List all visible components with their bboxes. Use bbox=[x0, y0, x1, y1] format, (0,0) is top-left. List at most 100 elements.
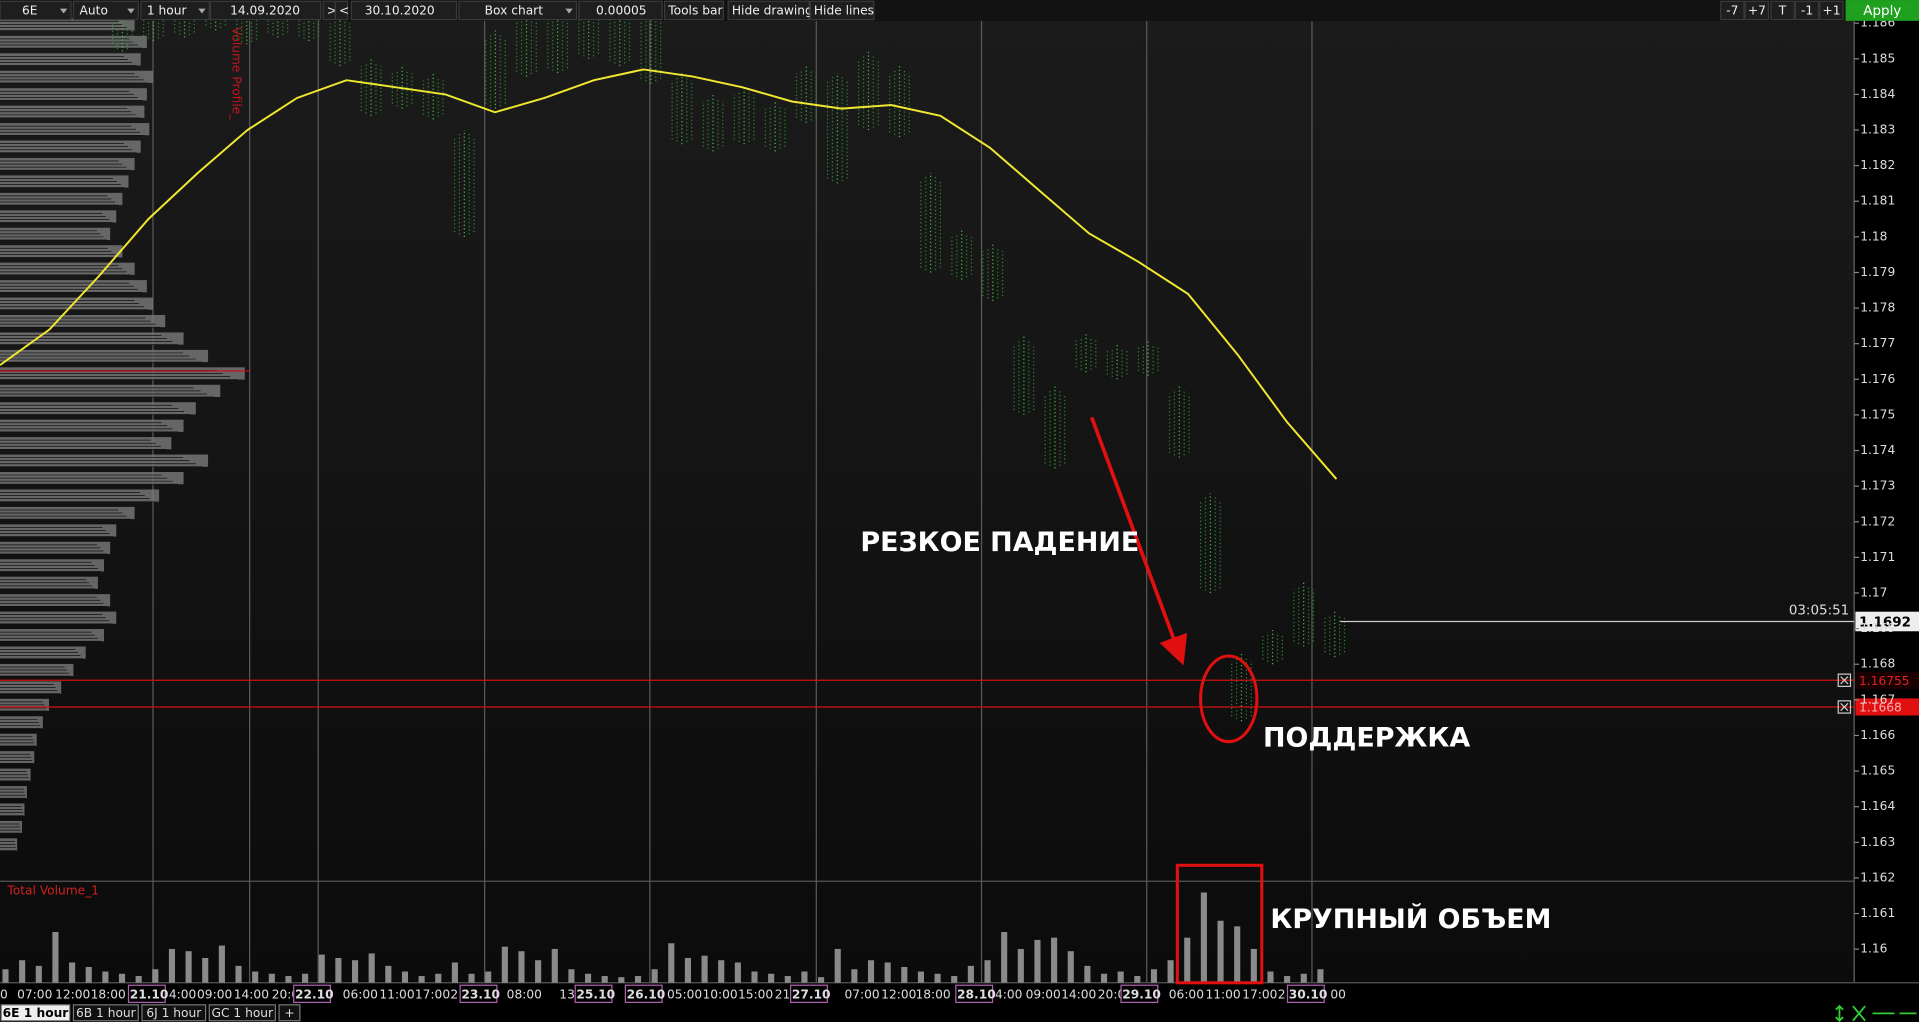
level-label: 1.16755 bbox=[1859, 674, 1910, 688]
volume-bar bbox=[35, 965, 42, 983]
y-tick-label: 1.173 bbox=[1860, 479, 1895, 493]
apply-button[interactable] bbox=[1845, 0, 1919, 21]
level-close[interactable] bbox=[1837, 700, 1852, 714]
time-label: 12:00 bbox=[881, 988, 916, 1002]
shift-button[interactable] bbox=[1794, 0, 1820, 21]
volume-bar bbox=[784, 976, 791, 983]
volume-bar bbox=[2, 969, 9, 983]
shift-button[interactable] bbox=[1819, 0, 1844, 21]
level-tag bbox=[1855, 698, 1919, 716]
time-label: 08:00 bbox=[507, 988, 542, 1002]
date-label: 25.10 bbox=[576, 988, 615, 1002]
level-close[interactable] bbox=[1837, 673, 1852, 687]
toolbar-control[interactable] bbox=[727, 0, 810, 21]
volume-bar bbox=[1100, 973, 1108, 983]
date-box bbox=[624, 984, 663, 1003]
date-label: 27.10 bbox=[792, 988, 831, 1002]
y-tick-label: 1.179 bbox=[1860, 265, 1895, 279]
volume-bar bbox=[451, 962, 458, 983]
volume-bar bbox=[801, 971, 808, 983]
tab-label: 6E 1 hour bbox=[3, 1006, 69, 1020]
volume-bar bbox=[335, 957, 342, 983]
volume-label: Total Volume_1 bbox=[6, 884, 99, 898]
y-tick-label: 1.185 bbox=[1860, 51, 1895, 65]
date-box bbox=[574, 984, 613, 1003]
toolbar-control[interactable] bbox=[0, 0, 72, 21]
volume-bar bbox=[285, 976, 292, 983]
tab[interactable] bbox=[141, 1004, 207, 1022]
time-label: 18:00 bbox=[915, 988, 950, 1002]
volume-bar bbox=[1300, 973, 1307, 983]
y-tick-label: 1.162 bbox=[1860, 870, 1895, 884]
volume-bar bbox=[1084, 965, 1091, 983]
level-tag bbox=[1855, 671, 1919, 689]
volume-bar bbox=[1067, 951, 1074, 983]
level-close-x bbox=[1840, 676, 1849, 685]
volume-bar bbox=[568, 969, 575, 983]
time-label: 17:00 bbox=[415, 988, 450, 1002]
volume-bar bbox=[1267, 971, 1274, 983]
volume-bar bbox=[701, 955, 708, 983]
volume-bar bbox=[85, 966, 92, 983]
time-label: 07:00 bbox=[17, 988, 52, 1002]
time-label: 00 bbox=[1330, 988, 1346, 1002]
y-tick-label: 1.167 bbox=[1860, 692, 1895, 706]
time-label: 4:00 bbox=[995, 988, 1022, 1002]
date-label: 29.10 bbox=[1122, 988, 1161, 1002]
time-label: 11:00 bbox=[379, 988, 414, 1002]
volume-bar bbox=[751, 971, 758, 983]
session-lines bbox=[152, 20, 1313, 983]
y-tick-label: 1.166 bbox=[1860, 728, 1895, 742]
volume-bar bbox=[152, 969, 159, 983]
shift-button[interactable] bbox=[1720, 0, 1745, 21]
tab[interactable] bbox=[72, 1004, 139, 1022]
annotation: КРУПНЫЙ ОБЪЕМ bbox=[1270, 903, 1551, 935]
volume-bar bbox=[984, 960, 991, 983]
date-label: 23.10 bbox=[461, 988, 500, 1002]
volume-bar bbox=[302, 973, 309, 983]
current-price-label: 1.1692 bbox=[1859, 616, 1911, 631]
support-circle bbox=[1199, 654, 1259, 744]
shift-button[interactable] bbox=[1770, 0, 1795, 21]
shift-button[interactable] bbox=[1744, 0, 1770, 21]
toolbar-control[interactable] bbox=[578, 0, 663, 21]
volume-bar bbox=[1117, 971, 1124, 983]
volume-bar bbox=[1167, 960, 1174, 983]
toolbar-control[interactable] bbox=[72, 0, 139, 21]
tab[interactable] bbox=[0, 1004, 71, 1022]
toolbar-control[interactable] bbox=[209, 0, 322, 21]
toolbar-control[interactable] bbox=[663, 0, 724, 21]
dropdown-arrow bbox=[127, 8, 135, 14]
tab-label: GC 1 hour bbox=[212, 1006, 275, 1020]
toolbar-control[interactable] bbox=[458, 0, 578, 21]
time-label: 17:00 bbox=[1242, 988, 1277, 1002]
date-label: 28.10 bbox=[957, 988, 996, 1002]
toolbar-control[interactable] bbox=[809, 0, 875, 21]
toolbar-control[interactable] bbox=[350, 0, 458, 21]
tab[interactable] bbox=[208, 1004, 276, 1022]
tab[interactable] bbox=[278, 1004, 301, 1022]
volume-bar bbox=[368, 953, 375, 983]
shift-button-label: +7 bbox=[1748, 4, 1766, 18]
volume-bar bbox=[168, 948, 176, 983]
volume-bar bbox=[1134, 976, 1141, 983]
toolbar-control[interactable] bbox=[334, 0, 349, 21]
time-label: 0 bbox=[0, 988, 8, 1002]
toolbar-text: 6E bbox=[22, 4, 37, 18]
y-tick-label: 1.171 bbox=[1860, 550, 1895, 564]
volume-bar bbox=[551, 948, 558, 983]
volume-bar bbox=[1200, 892, 1207, 983]
current-price-tag bbox=[1855, 611, 1919, 632]
time-label: 20:0 bbox=[272, 988, 299, 1002]
volume-bar bbox=[1284, 976, 1291, 983]
y-tick-label: 1.182 bbox=[1860, 158, 1895, 172]
y-tick-label: 1.16 bbox=[1860, 942, 1887, 956]
time-label: 11:00 bbox=[1205, 988, 1240, 1002]
y-tick-label: 1.184 bbox=[1860, 87, 1895, 101]
volume-box bbox=[1175, 863, 1264, 985]
time-label: 07:00 bbox=[844, 988, 879, 1002]
toolbar-control[interactable] bbox=[140, 0, 210, 21]
apply-label: Apply bbox=[1863, 4, 1901, 19]
